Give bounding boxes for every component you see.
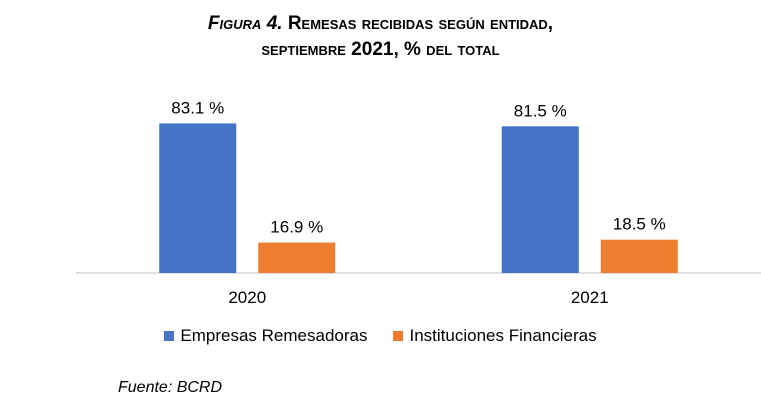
data-label-2020-series1: 83.1 % — [171, 98, 224, 117]
bar-2021-series1 — [501, 126, 579, 273]
x-tick-label-2020: 2020 — [228, 288, 266, 307]
legend-swatch-series2 — [393, 331, 404, 341]
chart-title-line1: Figura 4. Remesas recibidas según entida… — [0, 13, 761, 35]
bar-2020-series2 — [258, 242, 336, 273]
x-tick-label-2021: 2021 — [571, 288, 609, 307]
legend: Empresas Remesadoras Instituciones Finan… — [0, 326, 761, 346]
legend-label-series2: Instituciones Financieras — [409, 326, 597, 345]
bar-chart: 83.1 % 16.9 % 2020 81.5 % 18.5 % 2021 — [76, 98, 761, 307]
legend-item-series2: Instituciones Financieras — [393, 326, 597, 346]
chart-title-line2: septiembre 2021, % del total — [261, 39, 500, 60]
data-label-2021-series1: 81.5 % — [514, 101, 567, 120]
bar-2020-series1 — [159, 123, 237, 273]
legend-label-series1: Empresas Remesadoras — [180, 326, 368, 345]
figure-number: Figura 4. — [207, 13, 283, 34]
data-label-2020-series2: 16.9 % — [270, 218, 323, 237]
data-label-2021-series2: 18.5 % — [613, 215, 666, 234]
legend-item-series1: Empresas Remesadoras — [164, 326, 367, 346]
title-text: Remesas recibidas según entidad, — [282, 13, 554, 34]
source-note: Fuente: BCRD — [118, 379, 223, 396]
legend-swatch-series1 — [164, 331, 175, 341]
bar-2021-series2 — [600, 239, 678, 273]
